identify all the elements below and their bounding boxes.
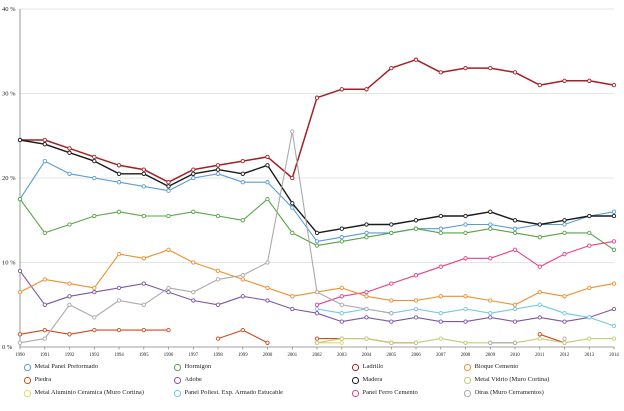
y-tick-label: 40 % bbox=[2, 6, 16, 13]
x-tick-label: 1992 bbox=[65, 353, 75, 358]
x-tick-label: 1990 bbox=[15, 353, 25, 358]
x-tick-label: 2000 bbox=[263, 353, 273, 358]
x-tick-label: 1995 bbox=[139, 353, 149, 358]
legend-marker-icon bbox=[174, 377, 181, 384]
legend-marker-icon bbox=[464, 364, 471, 371]
x-tick-label: 2005 bbox=[387, 353, 397, 358]
x-tick-label: 1991 bbox=[40, 353, 50, 358]
legend-label: Otras (Muro Cerramentos) bbox=[474, 390, 544, 397]
chart-legend: Metal Panel Preformado Piedra Metal Alumin… bbox=[0, 358, 624, 400]
legend-marker-icon bbox=[24, 364, 31, 371]
plot-area: 0 % 10 % 20 % 30 % 40 % 1990 1991 1992 1993 1994 1… bbox=[2, 6, 619, 358]
legend-marker-icon bbox=[352, 364, 359, 371]
legend-marker-icon bbox=[352, 390, 359, 397]
x-tick-label: 2010 bbox=[510, 353, 520, 358]
legend-item-11: Otras (Muro Cerramentos) bbox=[464, 390, 624, 397]
y-tick-label: 10 % bbox=[2, 260, 16, 267]
x-tick-label: 2012 bbox=[560, 353, 570, 358]
legend-label: Piedra bbox=[34, 377, 52, 384]
x-tick-label: 1993 bbox=[90, 353, 100, 358]
legend-marker-icon bbox=[464, 390, 471, 397]
x-tick-label: 1998 bbox=[213, 353, 223, 358]
legend-item-8: Panel Ferro Cemento bbox=[352, 390, 464, 397]
x-tick-label: 2006 bbox=[411, 353, 421, 358]
legend-item-0: Metal Panel Preformado bbox=[24, 364, 174, 371]
x-tick-label: 2002 bbox=[312, 353, 322, 358]
legend-label: Ladrillo bbox=[362, 364, 384, 371]
x-tick-label: 2009 bbox=[486, 353, 496, 358]
y-tick-label: 0 % bbox=[2, 344, 13, 351]
legend-label: Panel Ferro Cemento bbox=[362, 390, 418, 397]
legend-label: Hormigón bbox=[184, 364, 212, 371]
legend-label: Panel Poliest. Exp. Armado Estucable bbox=[184, 390, 284, 397]
x-tick-label: 2011 bbox=[535, 353, 545, 358]
y-tick-label: 30 % bbox=[2, 91, 16, 98]
x-tick-label: 2007 bbox=[436, 353, 446, 358]
x-tick-label: 1999 bbox=[238, 353, 248, 358]
legend-marker-icon bbox=[174, 364, 181, 371]
legend-marker-icon bbox=[174, 390, 181, 397]
legend-item-5: Panel Poliest. Exp. Armado Estucable bbox=[174, 390, 352, 397]
legend-label: Metal Aluminio Cerámica (Muro Cortina) bbox=[34, 390, 144, 397]
y-tick-label: 20 % bbox=[2, 175, 16, 182]
legend-label: Metal Panel Preformado bbox=[34, 364, 99, 371]
legend-label: Adobe bbox=[184, 377, 202, 384]
x-tick-label: 2013 bbox=[585, 353, 595, 358]
legend-item-1: Piedra bbox=[24, 377, 174, 384]
legend-item-9: Bloque Cemento bbox=[464, 364, 624, 371]
legend-item-10: Metal Vidrio (Muro Cortina) bbox=[464, 377, 624, 384]
x-tick-label: 2001 bbox=[288, 353, 298, 358]
x-tick-label: 2014 bbox=[609, 353, 619, 358]
legend-label: Metal Vidrio (Muro Cortina) bbox=[474, 377, 550, 384]
x-tick-label: 1997 bbox=[189, 353, 199, 358]
legend-marker-icon bbox=[464, 377, 471, 384]
legend-marker-icon bbox=[24, 390, 31, 397]
legend-label: Bloque Cemento bbox=[474, 364, 519, 371]
x-tick-label: 1994 bbox=[114, 353, 124, 358]
legend-item-6: Ladrillo bbox=[352, 364, 464, 371]
legend-item-4: Adobe bbox=[174, 377, 352, 384]
x-tick-label: 1996 bbox=[164, 353, 174, 358]
legend-item-7: Madera bbox=[352, 377, 464, 384]
legend-item-3: Hormigón bbox=[174, 364, 352, 371]
legend-marker-icon bbox=[352, 377, 359, 384]
x-tick-label: 2004 bbox=[362, 353, 372, 358]
legend-label: Madera bbox=[362, 377, 383, 384]
legend-marker-icon bbox=[24, 377, 31, 384]
x-tick-label: 2008 bbox=[461, 353, 471, 358]
x-tick-label: 2003 bbox=[337, 353, 347, 358]
legend-item-2: Metal Aluminio Cerámica (Muro Cortina) bbox=[24, 390, 174, 397]
